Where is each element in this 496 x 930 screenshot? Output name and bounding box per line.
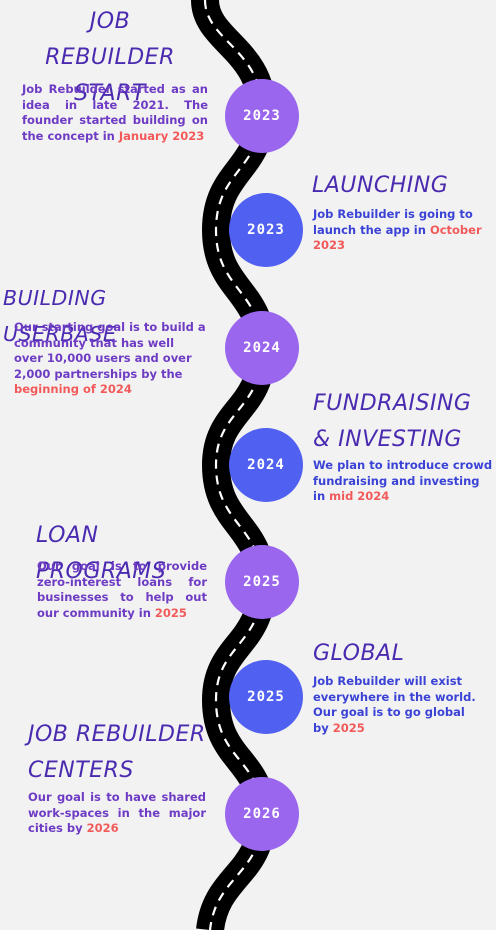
description-highlight: 2025 [332,720,365,735]
description-text: Job Rebuilder is going to launch the app… [313,207,473,237]
description-text: Our starting goal is to build a communit… [14,320,206,381]
description-highlight: 2025 [154,605,187,620]
milestone-title: GLOBAL [313,641,405,666]
milestone-title: BUILDING USERBASE [3,286,117,346]
description-text: Our goal is to provide zero-interest loa… [37,559,207,620]
milestone-title: JOB REBUILDER START [45,9,175,106]
description-text: Our goal is to have shared work-spaces i… [28,790,206,835]
year-badge: 2024 [225,311,299,385]
year-badge: 2024 [229,428,303,502]
year-badge: 2025 [225,545,299,619]
year-badge: 2026 [225,777,299,851]
description-highlight: 2026 [86,821,119,835]
description-highlight: January 2023 [118,128,205,143]
milestone-description: Job Rebuilder started as an idea in late… [22,82,208,144]
milestone-title: LAUNCHING [312,173,449,198]
milestone-description: Our goal is to have shared work-spaces i… [28,790,206,837]
year-badge: 2023 [225,79,299,153]
year-badge: 2023 [229,193,303,267]
description-highlight: mid 2024 [329,489,390,503]
milestone-description: Job Rebuilder will exist everywhere in t… [313,674,483,736]
milestone-description: Our goal is to provide zero-interest loa… [37,559,207,621]
milestone-title: JOB REBUILDER CENTERS [28,722,206,783]
description-highlight: October 2023 [313,222,482,253]
milestone-description: Our starting goal is to build a communit… [14,320,206,398]
milestone-title: FUNDRAISING & INVESTING [313,391,472,452]
year-badge: 2025 [229,660,303,734]
road-center-line [203,0,264,930]
milestone-description: We plan to introduce crowd fundraising a… [313,458,493,505]
description-text: We plan to introduce crowd fundraising a… [313,458,493,503]
description-text: Job Rebuilder will exist everywhere in t… [313,674,476,735]
milestone-description: Job Rebuilder is going to launch the app… [313,207,483,254]
description-highlight: beginning of 2024 [14,382,132,396]
milestone-title: LOAN PROGRAMS [36,523,167,584]
description-text: Job Rebuilder started as an idea in late… [22,82,208,143]
